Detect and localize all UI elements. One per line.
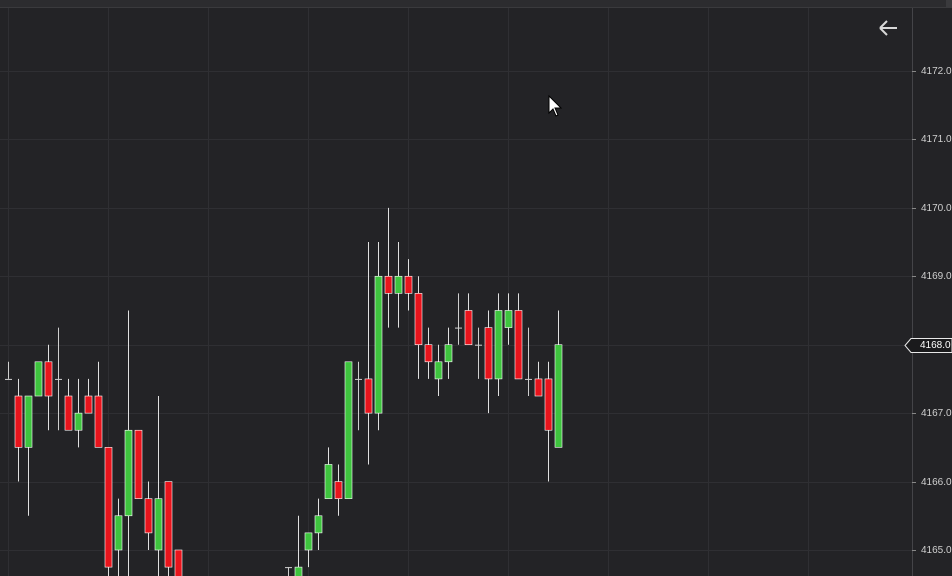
candle-body [314,515,323,534]
candle-body [444,344,453,363]
candle-body [114,515,123,551]
top-bar-button[interactable] [946,0,952,7]
candle-body [34,361,43,397]
current-price-label: 4168.0 [920,340,951,351]
candle-body [5,378,12,380]
candle-body [464,310,473,345]
y-tick-label: 4165.0 [921,545,952,556]
candle-body [504,310,513,328]
candle-body [124,429,133,517]
candle-body [455,327,462,329]
candle-body [174,549,183,576]
candle-body [24,395,33,448]
candle-body [434,361,443,380]
candle-body [374,275,383,414]
candle-body [424,344,433,363]
candle-body [404,275,413,294]
candle-body [394,275,403,294]
candle-body [285,567,292,569]
y-tick-label: 4167.0 [921,408,952,419]
candle-body [55,378,62,380]
candle-body [475,344,482,346]
candle-body [534,378,543,397]
candle-body [64,395,73,431]
candle-body [154,498,163,551]
candle-body [525,378,532,380]
candle-body [544,378,553,431]
candle-body [494,310,503,380]
top-bar [0,0,952,7]
candle-body [44,361,53,397]
candle-body [304,532,313,551]
y-tick-label: 4171.0 [921,134,952,145]
candle-body [364,378,373,414]
candle-body [514,310,523,380]
candle-body [294,566,303,576]
candle-body [334,481,343,499]
back-button[interactable] [879,20,897,36]
candle-body [74,412,83,431]
candle-body [355,378,362,380]
candle-body [384,275,393,294]
candle-body [144,498,153,534]
candle-body [484,327,493,380]
y-tick-label: 4166.0 [921,477,952,488]
back-arrow-icon[interactable] [879,20,897,36]
current-price-marker [904,338,952,353]
overlay: 4165.0 4166.0 4167.0 4168.0 4169.0 4170.0 4171… [904,66,952,556]
candle-body [414,293,423,345]
candle-body [164,481,173,568]
candle-body [104,447,113,568]
candle-body [134,429,143,499]
y-tick-label: 4169.0 [921,271,952,282]
candle-body [344,361,353,499]
candle-body [554,344,563,448]
candle-body [84,395,93,414]
mouse-cursor [548,94,563,117]
candle-body [324,464,333,499]
candles [0,71,912,576]
candle-body [14,395,23,448]
y-tick-label: 4172.0 [921,66,952,77]
y-tick-label: 4170.0 [921,203,952,214]
candle-body [94,395,103,448]
